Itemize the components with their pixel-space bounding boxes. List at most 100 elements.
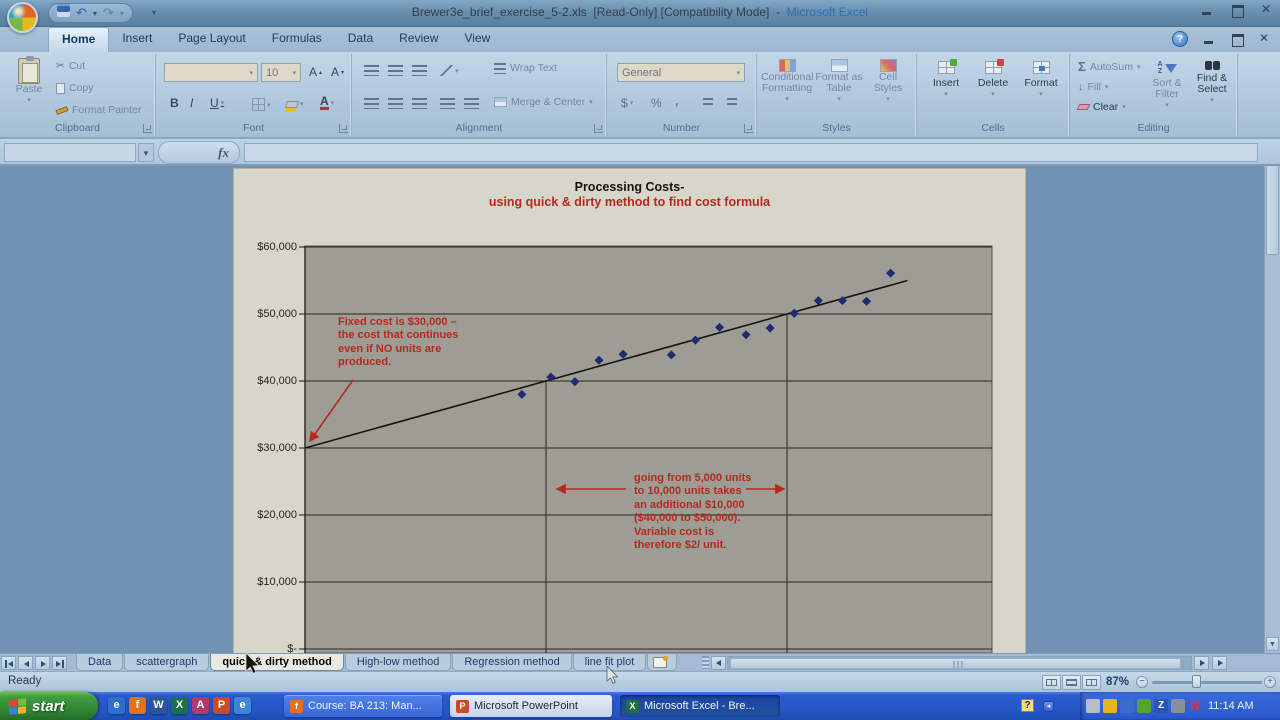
hscroll-right-icon[interactable] bbox=[1194, 656, 1210, 670]
netware-icon[interactable]: N bbox=[1190, 698, 1200, 713]
comma-style-button[interactable]: , bbox=[675, 94, 679, 108]
copy-button[interactable]: Copy bbox=[56, 82, 94, 94]
word-icon[interactable]: W bbox=[150, 697, 167, 714]
excel-icon[interactable]: X bbox=[171, 697, 188, 714]
fill-button[interactable]: ↓ Fill ▾ bbox=[1078, 80, 1109, 93]
align-left-icon[interactable] bbox=[364, 98, 379, 109]
tab-split-handle[interactable] bbox=[702, 656, 710, 669]
sheet-tab-data[interactable]: Data bbox=[76, 654, 124, 671]
align-center-icon[interactable] bbox=[388, 98, 403, 109]
office-button[interactable] bbox=[7, 2, 38, 33]
fill-color-button[interactable]: ▾ bbox=[282, 98, 308, 110]
first-sheet-button[interactable] bbox=[1, 656, 16, 670]
increase-decimal-button[interactable] bbox=[699, 96, 717, 108]
tab-formulas[interactable]: Formulas bbox=[271, 31, 322, 45]
italic-button[interactable]: I bbox=[190, 96, 194, 110]
zoom-slider[interactable] bbox=[1152, 681, 1262, 684]
underline-button[interactable]: U ▾ bbox=[210, 96, 225, 110]
workbook-close-icon[interactable] bbox=[1258, 31, 1272, 45]
zoom-out-icon[interactable]: − bbox=[1136, 676, 1148, 688]
network-icon[interactable] bbox=[1120, 699, 1134, 713]
sheet-tab-high-low-method[interactable]: High-low method bbox=[344, 654, 452, 671]
access-icon[interactable]: A bbox=[192, 697, 209, 714]
start-button[interactable]: start bbox=[0, 692, 98, 720]
task-button-microsoft-excel-bre[interactable]: X Microsoft Excel - Bre... bbox=[620, 695, 780, 717]
zoom-in-icon[interactable]: + bbox=[1264, 676, 1276, 688]
volume-icon[interactable] bbox=[1171, 699, 1185, 713]
cell-styles-button[interactable]: Cell Styles ▾ bbox=[865, 59, 911, 105]
tray-help-icon[interactable]: ? bbox=[1021, 699, 1034, 712]
grow-font-button[interactable]: A ▴ bbox=[309, 65, 323, 79]
conditional-formatting-button[interactable]: Conditional Formatting ▾ bbox=[761, 59, 814, 105]
zoom-level[interactable]: 87% bbox=[1106, 676, 1130, 688]
previous-sheet-button[interactable] bbox=[18, 656, 33, 670]
sheet-tab-scattergraph[interactable]: scattergraph bbox=[124, 654, 210, 671]
font-color-button[interactable]: A ▾ bbox=[320, 94, 335, 110]
page-layout-view-button[interactable] bbox=[1062, 675, 1081, 690]
align-bottom-icon[interactable] bbox=[412, 65, 427, 76]
update-shield-icon[interactable] bbox=[1103, 699, 1117, 713]
redo-icon[interactable]: ↷ bbox=[102, 5, 114, 20]
tab-view[interactable]: View bbox=[464, 31, 491, 45]
scroll-down-icon[interactable]: ▼ bbox=[1266, 637, 1279, 651]
cut-button[interactable]: ✂ Cut bbox=[56, 60, 86, 72]
align-right-icon[interactable] bbox=[412, 98, 427, 109]
find-select-button[interactable]: Find & Select ▾ bbox=[1190, 61, 1234, 106]
format-cells-button[interactable]: Format ▾ bbox=[1019, 61, 1063, 100]
messenger-icon[interactable] bbox=[1086, 699, 1100, 713]
normal-view-button[interactable] bbox=[1042, 675, 1061, 690]
horizontal-scrollbar[interactable] bbox=[727, 656, 1193, 670]
firefox-icon[interactable]: f bbox=[129, 697, 146, 714]
clear-button[interactable]: Clear ▾ bbox=[1076, 101, 1126, 113]
font-dialog-launcher[interactable] bbox=[339, 124, 348, 133]
vertical-scroll-thumb[interactable] bbox=[1266, 159, 1279, 255]
task-button-microsoft-powerpoint[interactable]: P Microsoft PowerPoint bbox=[450, 695, 612, 717]
close-icon[interactable] bbox=[1260, 2, 1274, 16]
tab-home[interactable]: Home bbox=[48, 27, 110, 52]
undo-icon[interactable]: ↶ bbox=[76, 5, 87, 20]
orientation-icon[interactable] bbox=[440, 65, 453, 76]
restore-icon[interactable] bbox=[1230, 4, 1244, 18]
bold-button[interactable]: B bbox=[170, 96, 179, 110]
wrap-text-button[interactable]: Wrap Text bbox=[494, 62, 557, 74]
align-middle-icon[interactable] bbox=[388, 65, 403, 76]
insert-function-button[interactable]: fx bbox=[158, 141, 240, 164]
percent-style-button[interactable]: % bbox=[651, 96, 662, 110]
clipboard-dialog-launcher[interactable] bbox=[143, 124, 152, 133]
accounting-format-button[interactable]: $ ▾ bbox=[621, 96, 634, 110]
next-sheet-button[interactable] bbox=[35, 656, 50, 670]
powerpoint-icon[interactable]: P bbox=[213, 697, 230, 714]
hide-icons-arrow-icon[interactable]: ◂ bbox=[1043, 701, 1054, 712]
insert-cells-button[interactable]: Insert ▾ bbox=[925, 59, 967, 100]
formula-input[interactable] bbox=[244, 143, 1258, 162]
zone-icon[interactable]: Z bbox=[1154, 699, 1168, 713]
vertical-scrollbar[interactable]: ▲ ▼ bbox=[1264, 141, 1280, 653]
minimize-icon[interactable] bbox=[1200, 4, 1214, 16]
sheet-tab-line-fit-plot[interactable]: line fit plot bbox=[572, 654, 647, 671]
tab-data[interactable]: Data bbox=[347, 31, 374, 45]
font-name-combo[interactable]: ▾ bbox=[164, 63, 258, 82]
workbook-minimize-icon[interactable] bbox=[1202, 33, 1216, 45]
sheet-tab-quick-dirty-method[interactable]: quick & dirty method bbox=[210, 654, 344, 671]
sheet-tab-regression-method[interactable]: Regression method bbox=[452, 654, 572, 671]
decrease-decimal-button[interactable] bbox=[723, 96, 741, 108]
number-dialog-launcher[interactable] bbox=[744, 124, 753, 133]
hscroll-end-icon[interactable] bbox=[1212, 656, 1228, 670]
font-size-combo[interactable]: 10 ▾ bbox=[261, 63, 301, 82]
insert-worksheet-tab[interactable] bbox=[647, 654, 678, 671]
format-as-table-button[interactable]: Format as Table ▾ bbox=[815, 59, 863, 105]
merge-center-button[interactable]: Merge & Center ▾ bbox=[494, 96, 593, 108]
number-format-combo[interactable]: General ▾ bbox=[617, 63, 745, 82]
paste-button[interactable]: Paste ▾ bbox=[8, 56, 50, 106]
last-sheet-button[interactable] bbox=[52, 656, 67, 670]
decrease-indent-icon[interactable] bbox=[440, 98, 455, 109]
tab-insert[interactable]: Insert bbox=[122, 31, 153, 45]
horizontal-scroll-thumb[interactable] bbox=[730, 658, 1182, 669]
autosum-button[interactable]: Σ AutoSum ▾ bbox=[1078, 59, 1141, 74]
alignment-dialog-launcher[interactable] bbox=[594, 124, 603, 133]
page-break-view-button[interactable] bbox=[1082, 675, 1101, 690]
hscroll-left-icon[interactable] bbox=[711, 656, 727, 670]
delete-cells-button[interactable]: Delete ▾ bbox=[971, 59, 1015, 100]
zoom-slider-thumb[interactable] bbox=[1192, 675, 1201, 688]
